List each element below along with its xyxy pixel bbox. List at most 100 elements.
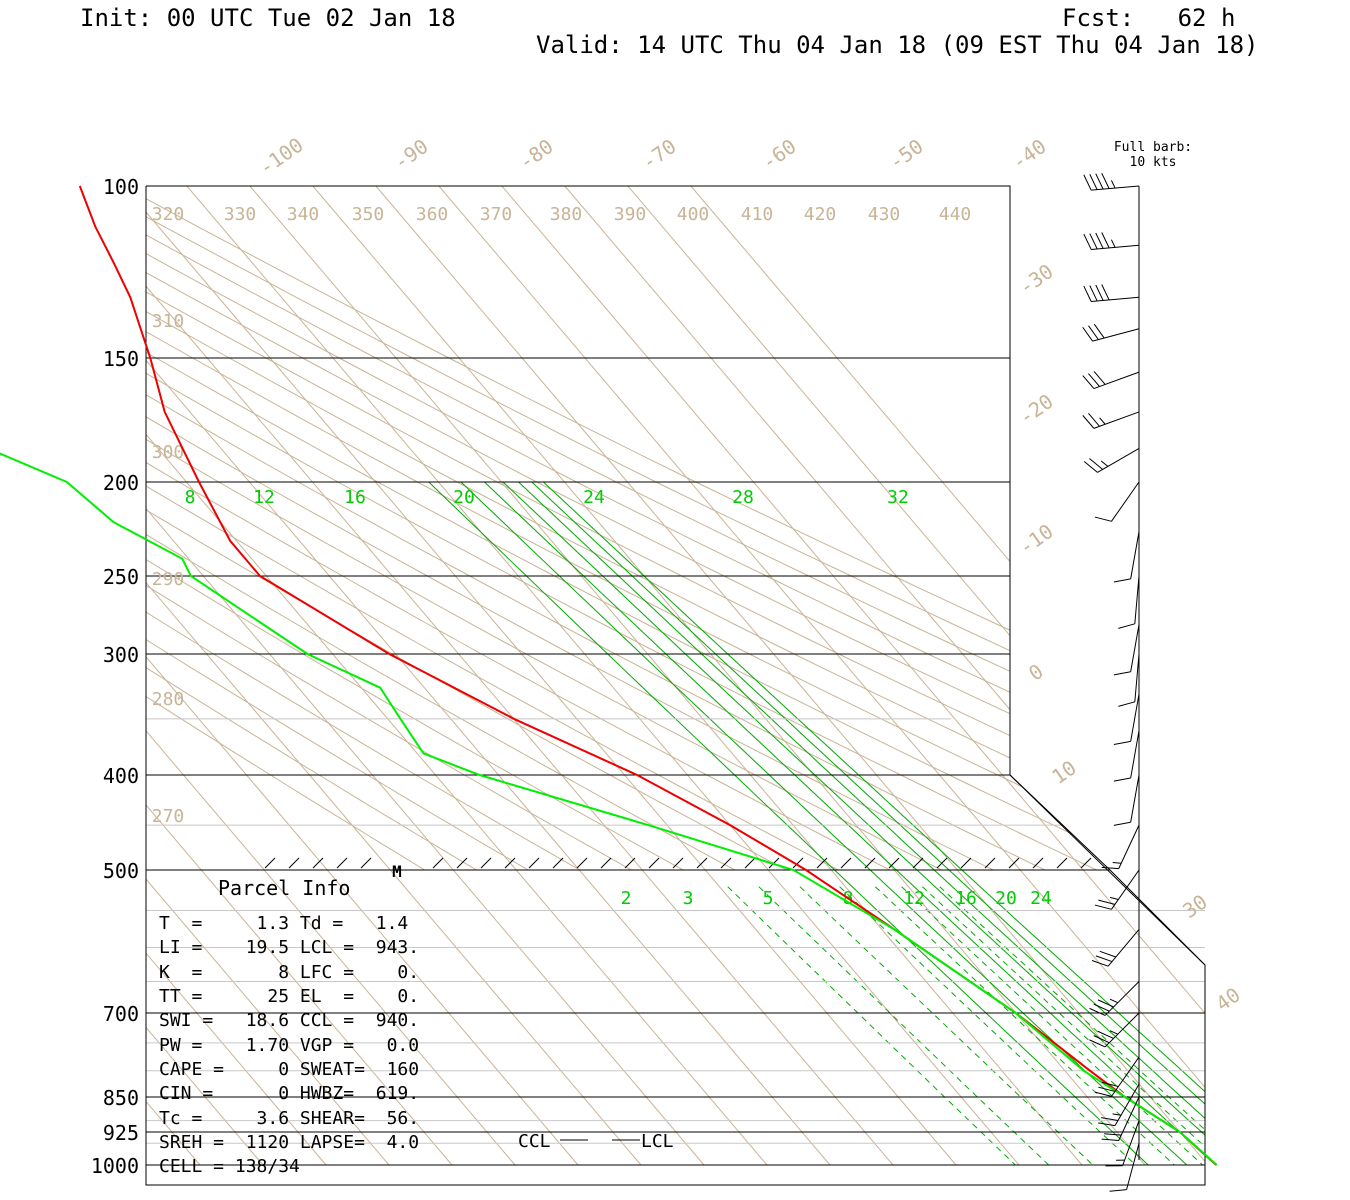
wind-barb-flag <box>1089 285 1098 302</box>
isobar-lines <box>146 185 1205 1166</box>
wind-barb-flag <box>1093 1003 1110 1012</box>
barb-legend-line2: 10 kts <box>1130 155 1177 170</box>
wind-barb-staff <box>1093 411 1140 429</box>
isotherm-line <box>146 186 768 1166</box>
mixing-ratio-label: 3 <box>683 888 694 909</box>
hatch-mark <box>672 857 684 869</box>
theta-label: 270 <box>152 806 185 827</box>
wind-barb-flag <box>1089 1007 1106 1016</box>
theta-label: 280 <box>152 689 185 710</box>
wind-barb-staff <box>1114 1083 1140 1126</box>
hatch-mark <box>696 857 708 869</box>
hatch-mark <box>984 857 996 869</box>
hatch-mark <box>960 857 972 869</box>
isotherm-line <box>146 186 705 1166</box>
valid-time: Valid: 14 UTC Thu 04 Jan 18 (09 EST Thu … <box>536 31 1259 59</box>
wind-barb-flag <box>1113 578 1131 583</box>
theta-label: 400 <box>677 204 710 225</box>
wind-barb-half-flag <box>1110 180 1116 189</box>
theta-label: 340 <box>287 204 320 225</box>
wind-barb-half-flag <box>1112 1113 1122 1116</box>
isotherm-line <box>146 186 327 1166</box>
isotherm-label: -70 <box>637 134 680 174</box>
wind-barb-flag <box>1093 323 1105 339</box>
wind-barb-staff <box>1093 371 1140 390</box>
wind-barb <box>1082 323 1140 342</box>
hatch-mark <box>600 857 612 869</box>
wind-barb-staff <box>1091 296 1140 302</box>
theta-label: 360 <box>416 204 449 225</box>
wind-barb-staff <box>1097 447 1140 473</box>
wind-barb <box>1113 774 1140 826</box>
wind-barb <box>1101 1096 1140 1142</box>
wind-barb <box>1118 575 1140 629</box>
hatch-mark <box>1080 857 1092 869</box>
isotherm-label: -100 <box>254 133 307 180</box>
mixing-ratio-label: 24 <box>583 487 605 508</box>
wind-barb <box>1113 694 1140 745</box>
isotherm-line <box>146 186 831 1166</box>
hatch-mark <box>648 857 660 869</box>
isotherm-line <box>564 186 1205 1166</box>
isotherm-line <box>627 186 1205 1166</box>
wind-barb-staff <box>1130 531 1140 579</box>
wind-barb-flag <box>1101 232 1110 249</box>
hatch-mark <box>456 857 468 869</box>
wind-barb-half-flag <box>1110 239 1116 248</box>
wind-barb-flag <box>1089 174 1098 190</box>
pressure-tick-label: 100 <box>103 175 139 199</box>
wind-barb-staff <box>1104 1012 1140 1048</box>
wind-barb-flag <box>1082 375 1095 389</box>
mixing-ratio-label: 32 <box>887 487 909 508</box>
mixing-ratio-label: 8 <box>185 487 196 508</box>
hatch-mark <box>816 857 828 869</box>
wind-barb <box>1082 371 1140 390</box>
isotherm-label: -80 <box>514 134 557 174</box>
isotherm-lines <box>146 186 1205 1166</box>
wind-barb <box>1083 447 1140 473</box>
chart-frame <box>145 185 1206 1186</box>
wind-barb-staff <box>1130 774 1140 823</box>
wind-barb <box>1094 481 1140 522</box>
dewpoint-line <box>0 452 1218 1166</box>
wind-barb <box>1094 1056 1140 1097</box>
wind-barb-staff <box>1130 624 1140 672</box>
wind-barb-flag <box>1089 458 1103 470</box>
parcel-row: CAPE = 0 SWEAT= 160 <box>159 1059 420 1080</box>
isotherm-label: 40 <box>1211 983 1245 1016</box>
wind-barb-flag <box>1093 371 1106 385</box>
isotherm-label: -20 <box>1014 389 1057 429</box>
wind-barbs <box>1082 172 1140 1192</box>
wind-barb <box>1098 1083 1140 1127</box>
wind-barb <box>1091 929 1140 967</box>
dry-adiabat-line <box>146 186 1000 870</box>
hatch-mark <box>576 857 588 869</box>
mixing-ratio-label: 20 <box>995 888 1017 909</box>
parcel-row: T = 1.3 Td = 1.4 <box>159 913 409 934</box>
wind-barb-flag <box>1083 174 1092 191</box>
wind-barb-flag <box>1113 777 1131 782</box>
pressure-tick-label: 150 <box>103 347 139 371</box>
mixing-ratio-dashed-line <box>922 886 1205 1166</box>
wind-barb <box>1089 981 1140 1016</box>
theta-label: 430 <box>868 204 901 225</box>
wind-barb-staff <box>1126 1143 1140 1190</box>
hatch-mark <box>432 857 444 869</box>
isotherm-line <box>501 186 1205 1166</box>
wind-barb-flag <box>1083 461 1098 473</box>
wind-barb-staff <box>1107 929 1140 967</box>
wind-barb-staff <box>1111 869 1140 910</box>
parcel-row: SWI = 18.6 CCL = 940. <box>159 1010 420 1031</box>
wind-barb-staff <box>1122 1120 1140 1166</box>
chart-header: Init: 00 UTC Tue 02 Jan 18 Fcst: 62 h Va… <box>0 0 1350 70</box>
barb-legend-line1: Full barb: <box>1114 140 1192 155</box>
mixing-ratio-dashed-line <box>901 886 1203 1166</box>
hatch-mark <box>888 857 900 869</box>
wind-barb-staff <box>1134 575 1140 624</box>
wind-barb-staff <box>1092 328 1140 342</box>
parcel-row: CIN = 0 HWBZ= 619. <box>159 1083 420 1104</box>
wind-barb-staff <box>1104 981 1140 1016</box>
wind-barb-flag <box>1082 326 1094 342</box>
mixing-ratio-label: 5 <box>763 888 774 909</box>
wind-barb-flag <box>1101 1117 1119 1121</box>
